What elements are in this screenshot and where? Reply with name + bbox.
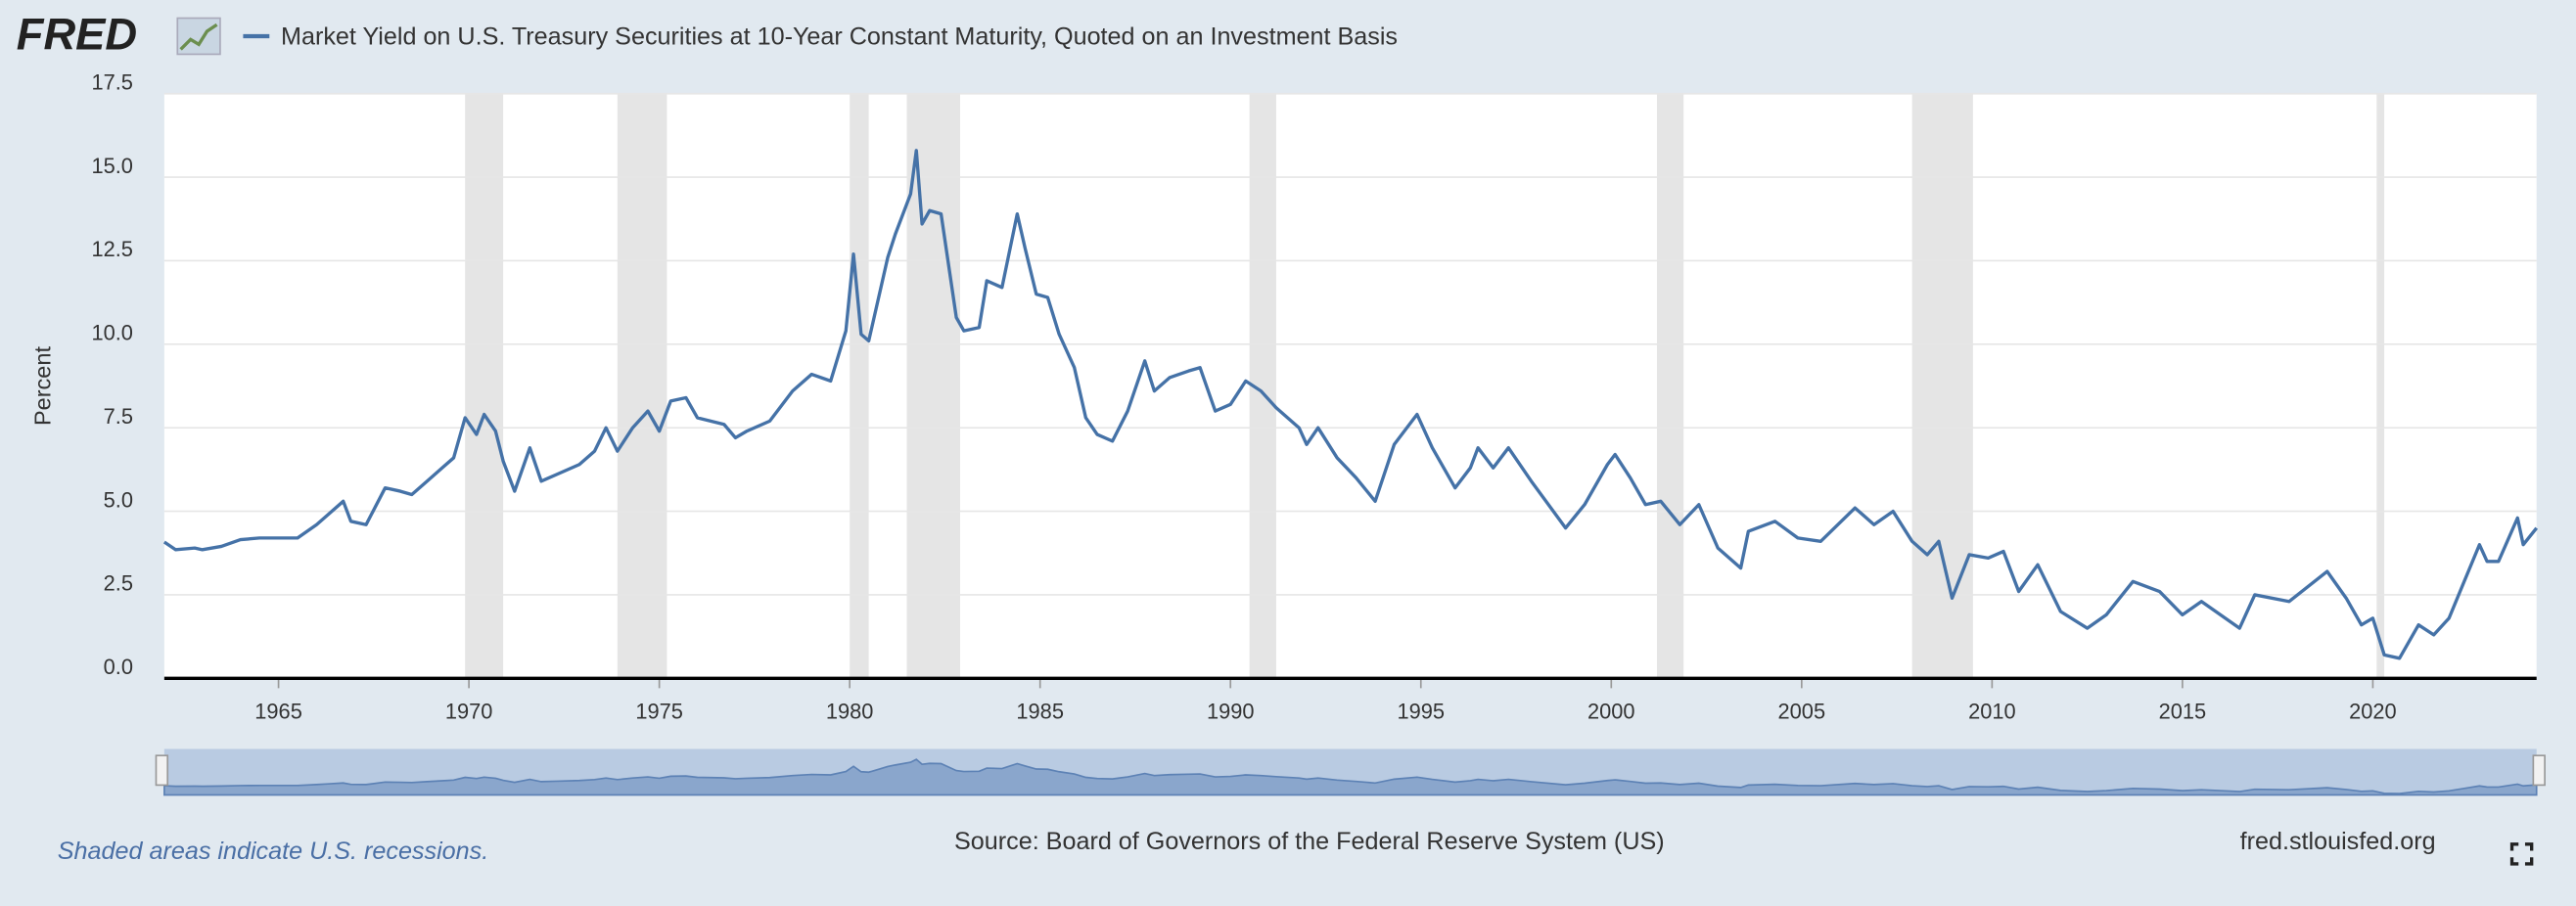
x-tick-label: 1990: [1207, 699, 1255, 723]
x-tick-label: 2015: [2159, 699, 2207, 723]
recession-band: [1656, 93, 1684, 679]
logo-icon: [176, 17, 221, 56]
y-tick-label: 17.5: [91, 69, 132, 94]
logo: FRED: [17, 10, 137, 60]
x-tick-label: 1975: [635, 699, 683, 723]
source: Source: Board of Governors of the Federa…: [954, 828, 1665, 855]
y-tick-label: 15.0: [91, 154, 132, 178]
x-tick-label: 1970: [445, 699, 493, 723]
recession-band: [465, 93, 504, 679]
x-tick-label: 1980: [826, 699, 874, 723]
navigator-handle[interactable]: [2532, 754, 2546, 787]
recession-note: Shaded areas indicate U.S. recessions.: [58, 838, 488, 865]
fullscreen-icon[interactable]: [2509, 842, 2534, 866]
recession-band: [850, 93, 869, 679]
y-tick-label: 7.5: [104, 404, 133, 429]
legend-label: Market Yield on U.S. Treasury Securities…: [281, 23, 1398, 50]
x-tick-label: 2020: [2349, 699, 2397, 723]
x-tick-label: 1965: [254, 699, 302, 723]
y-tick-label: 2.5: [104, 571, 133, 596]
navigator-series: [163, 758, 2538, 796]
navigator-handle[interactable]: [155, 754, 169, 787]
plot-area: [163, 93, 2537, 679]
x-tick-label: 2005: [1778, 699, 1826, 723]
y-axis-label: Percent: [30, 346, 56, 426]
recession-band: [2376, 93, 2385, 679]
recession-band: [617, 93, 667, 679]
series-line: [162, 149, 2539, 660]
recession-band: [1911, 93, 1973, 679]
x-tick-label: 2010: [1968, 699, 2016, 723]
x-tick-label: 1995: [1397, 699, 1445, 723]
y-tick-label: 0.0: [104, 655, 133, 679]
y-tick-label: 5.0: [104, 487, 133, 512]
x-tick-label: 1985: [1016, 699, 1064, 723]
y-tick-label: 10.0: [91, 321, 132, 345]
x-tick-label: 2000: [1587, 699, 1635, 723]
site: fred.stlouisfed.org: [2240, 828, 2436, 855]
recession-band: [906, 93, 960, 679]
y-tick-label: 12.5: [91, 237, 132, 261]
